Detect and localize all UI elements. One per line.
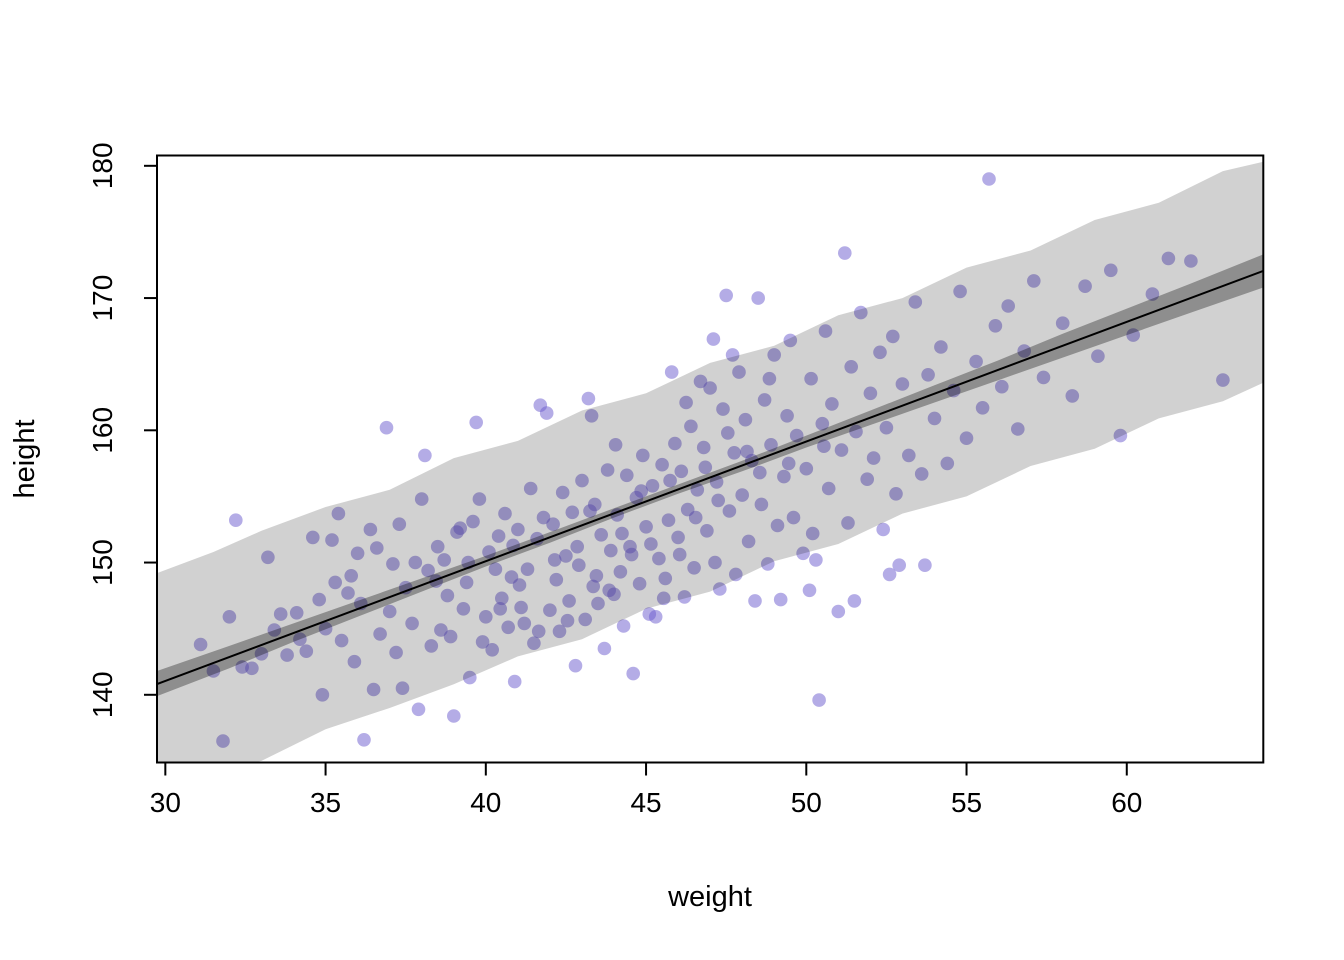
y-axis: 140 150 160 170 180 (87, 142, 157, 718)
y-tick-label: 180 (87, 142, 118, 189)
x-axis: 30 35 40 45 50 55 60 (150, 762, 1142, 818)
x-axis-title: weight (667, 881, 752, 913)
y-tick-label: 150 (87, 539, 118, 586)
y-axis-title: height (9, 419, 41, 498)
data-points (193, 172, 1230, 748)
x-tick-label: 50 (791, 787, 822, 818)
x-tick-label: 30 (150, 787, 181, 818)
prediction-band (157, 161, 1264, 763)
mean-band (157, 254, 1264, 697)
regression-line (157, 269, 1264, 685)
x-tick-label: 40 (470, 787, 501, 818)
x-tick-label: 35 (310, 787, 341, 818)
x-tick-label: 45 (630, 787, 661, 818)
y-tick-label: 140 (87, 671, 118, 718)
y-tick-label: 170 (87, 275, 118, 322)
x-tick-label: 55 (951, 787, 982, 818)
plot-border (156, 154, 1265, 764)
interval-bands (157, 161, 1264, 763)
x-tick-label: 60 (1111, 787, 1142, 818)
y-tick-label: 160 (87, 407, 118, 454)
